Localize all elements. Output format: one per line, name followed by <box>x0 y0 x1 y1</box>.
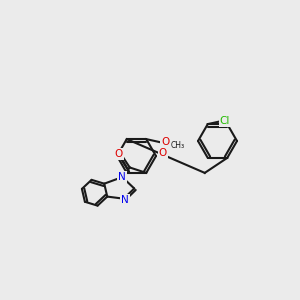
Text: N: N <box>118 172 126 182</box>
Text: N: N <box>122 195 129 205</box>
Text: CH₃: CH₃ <box>170 141 184 150</box>
Text: O: O <box>161 137 169 147</box>
Text: O: O <box>159 148 167 158</box>
Text: O: O <box>115 149 123 159</box>
Text: Cl: Cl <box>220 116 230 126</box>
